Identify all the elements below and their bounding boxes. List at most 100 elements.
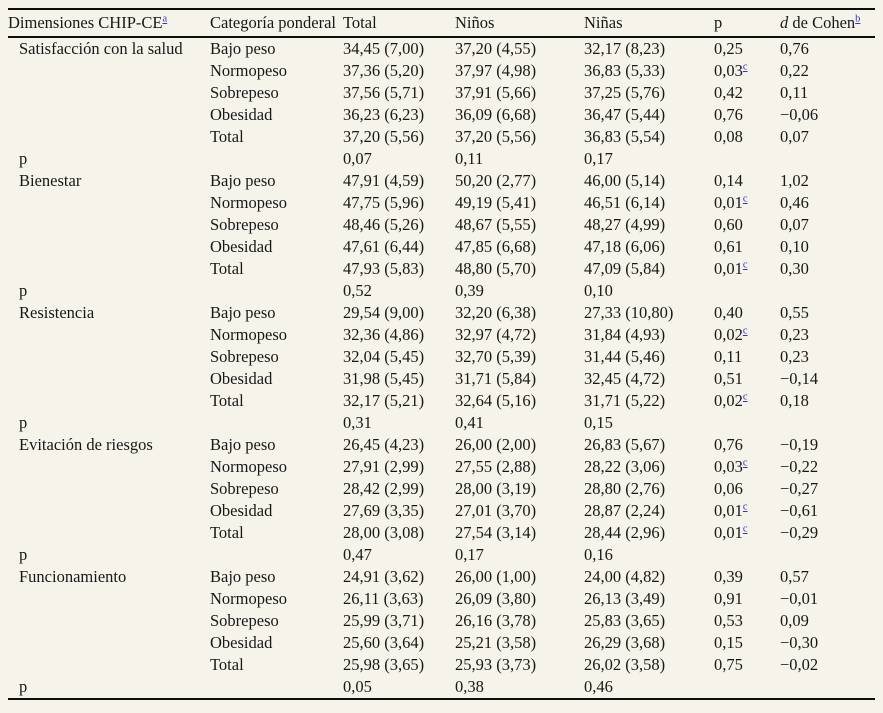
boys-mean-sd-cell: 26,00 (2,00) bbox=[455, 435, 537, 454]
chip-ce-results-table: Dimensiones CHIP-CEa Categoría ponderal To… bbox=[8, 8, 875, 700]
boys-mean-sd-cell: 32,20 (6,38) bbox=[455, 303, 537, 322]
dimension-label bbox=[8, 632, 210, 654]
boys-mean-sd-cell: 27,01 (3,70) bbox=[455, 501, 537, 520]
cohen-d-cell: −0,30 bbox=[780, 633, 819, 652]
table-row: Resistencia Bajo peso 29,54 (9,00) 32,20 (6… bbox=[8, 302, 875, 324]
footnote-link-c[interactable]: c bbox=[742, 457, 748, 469]
cohen-d-cell: 0,09 bbox=[780, 611, 809, 630]
p-value-cell bbox=[714, 676, 780, 699]
cohen-d-cell bbox=[780, 148, 875, 170]
girls-p-cell: 0,46 bbox=[584, 677, 613, 696]
cohen-d-cell: −0,19 bbox=[780, 435, 819, 454]
weight-category-cell: Bajo peso bbox=[210, 39, 276, 58]
p-row-label: p bbox=[19, 281, 28, 300]
total-p-cell: 0,07 bbox=[343, 149, 372, 168]
total-mean-sd-cell: 27,69 (3,35) bbox=[343, 501, 425, 520]
p-value-cell: 0,60 bbox=[714, 215, 743, 234]
footnote-link-c[interactable]: c bbox=[742, 501, 748, 513]
girls-p-cell: 0,10 bbox=[584, 281, 613, 300]
p-value-cell: 0,91 bbox=[714, 589, 743, 608]
cohen-d-cell: 0,07 bbox=[780, 215, 809, 234]
boys-mean-sd-cell: 48,80 (5,70) bbox=[455, 259, 537, 278]
cohen-d-cell: 0,76 bbox=[780, 39, 809, 58]
cohen-d-cell: 0,23 bbox=[780, 347, 809, 366]
girls-mean-sd-cell: 26,83 (5,67) bbox=[584, 435, 666, 454]
dimension-label bbox=[8, 456, 210, 478]
dimension-label bbox=[8, 478, 210, 500]
p-value-cell bbox=[714, 280, 780, 302]
p-value-cell: 0,02c bbox=[714, 325, 748, 344]
total-mean-sd-cell: 48,46 (5,26) bbox=[343, 215, 425, 234]
p-value-cell: 0,03c bbox=[714, 61, 748, 80]
weight-category-cell: Bajo peso bbox=[210, 435, 276, 454]
footnote-link-c[interactable]: c bbox=[742, 259, 748, 271]
footnote-link-c[interactable]: c bbox=[742, 325, 748, 337]
boys-p-cell: 0,11 bbox=[455, 149, 484, 168]
cohen-d-cell: 0,46 bbox=[780, 193, 809, 212]
table-row: Total 47,93 (5,83) 48,80 (5,70) 47,09 (5,84… bbox=[8, 258, 875, 280]
cohen-d-cell: 0,10 bbox=[780, 237, 809, 256]
weight-category-cell: Sobrepeso bbox=[210, 215, 279, 234]
girls-mean-sd-cell: 37,25 (5,76) bbox=[584, 83, 666, 102]
boys-p-cell: 0,39 bbox=[455, 281, 484, 300]
total-p-cell: 0,31 bbox=[343, 413, 372, 432]
cohen-d-cell: 0,18 bbox=[780, 391, 809, 410]
boys-mean-sd-cell: 49,19 (5,41) bbox=[455, 193, 537, 212]
boys-mean-sd-cell: 25,21 (3,58) bbox=[455, 633, 537, 652]
dimension-label: Satisfacción con la salud bbox=[19, 39, 183, 58]
weight-category-cell: Total bbox=[210, 127, 244, 146]
girls-mean-sd-cell: 28,22 (3,06) bbox=[584, 457, 666, 476]
cohen-d-cell: 0,22 bbox=[780, 61, 809, 80]
p-value-cell: 0,01c bbox=[714, 501, 748, 520]
footnote-link-c[interactable]: c bbox=[742, 523, 748, 535]
cohen-d-cell: −0,06 bbox=[780, 105, 819, 124]
total-mean-sd-cell: 28,00 (3,08) bbox=[343, 523, 425, 542]
section-p-row: p 0,52 0,39 0,10 bbox=[8, 280, 875, 302]
table-row: Funcionamiento Bajo peso 24,91 (3,62) 26,00… bbox=[8, 566, 875, 588]
footnote-link-c[interactable]: c bbox=[742, 391, 748, 403]
girls-mean-sd-cell: 36,83 (5,54) bbox=[584, 127, 666, 146]
p-value-cell: 0,39 bbox=[714, 567, 743, 586]
cohen-d-cell: 0,23 bbox=[780, 325, 809, 344]
table-row: Obesidad 31,98 (5,45) 31,71 (5,84) 32,45 (4… bbox=[8, 368, 875, 390]
weight-category-cell: Bajo peso bbox=[210, 303, 276, 322]
girls-mean-sd-cell: 47,18 (6,06) bbox=[584, 237, 666, 256]
dimension-label: Bienestar bbox=[19, 171, 82, 190]
boys-mean-sd-cell: 26,16 (3,78) bbox=[455, 611, 537, 630]
weight-category-cell: Bajo peso bbox=[210, 171, 276, 190]
total-mean-sd-cell: 47,93 (5,83) bbox=[343, 259, 425, 278]
p-row-label: p bbox=[19, 413, 28, 432]
header-row: Dimensiones CHIP-CEa Categoría ponderal To… bbox=[8, 9, 875, 38]
p-value-cell: 0,01c bbox=[714, 523, 748, 542]
column-header-boys: Niños bbox=[455, 9, 584, 38]
table-row: Obesidad 27,69 (3,35) 27,01 (3,70) 28,87 (2… bbox=[8, 500, 875, 522]
weight-category-cell: Obesidad bbox=[210, 105, 273, 124]
boys-mean-sd-cell: 26,09 (3,80) bbox=[455, 589, 537, 608]
footnote-link-c[interactable]: c bbox=[742, 61, 748, 73]
girls-mean-sd-cell: 28,87 (2,24) bbox=[584, 501, 666, 520]
cohen-d-symbol: d bbox=[780, 13, 789, 32]
girls-mean-sd-cell: 36,47 (5,44) bbox=[584, 105, 666, 124]
table-row: Total 32,17 (5,21) 32,64 (5,16) 31,71 (5,22… bbox=[8, 390, 875, 412]
p-value-cell: 0,61 bbox=[714, 237, 743, 256]
boys-mean-sd-cell: 36,09 (6,68) bbox=[455, 105, 537, 124]
footnote-link-c[interactable]: c bbox=[742, 193, 748, 205]
p-value-cell: 0,01c bbox=[714, 193, 748, 212]
total-mean-sd-cell: 37,36 (5,20) bbox=[343, 61, 425, 80]
footnote-link-a[interactable]: a bbox=[162, 13, 168, 25]
p-value-cell bbox=[714, 544, 780, 566]
total-mean-sd-cell: 29,54 (9,00) bbox=[343, 303, 425, 322]
table-row: Total 28,00 (3,08) 27,54 (3,14) 28,44 (2,96… bbox=[8, 522, 875, 544]
weight-category-cell: Total bbox=[210, 523, 244, 542]
cohen-d-cell: 0,57 bbox=[780, 567, 809, 586]
dimension-label bbox=[8, 104, 210, 126]
girls-mean-sd-cell: 26,13 (3,49) bbox=[584, 589, 666, 608]
boys-p-cell: 0,38 bbox=[455, 677, 484, 696]
footnote-link-b[interactable]: b bbox=[855, 13, 861, 25]
total-mean-sd-cell: 47,61 (6,44) bbox=[343, 237, 425, 256]
table-row: Normopeso 27,91 (2,99) 27,55 (2,88) 28,22 (… bbox=[8, 456, 875, 478]
table-row: Total 25,98 (3,65) 25,93 (3,73) 26,02 (3,58… bbox=[8, 654, 875, 676]
section-p-row: p 0,07 0,11 0,17 bbox=[8, 148, 875, 170]
boys-mean-sd-cell: 31,71 (5,84) bbox=[455, 369, 537, 388]
girls-mean-sd-cell: 24,00 (4,82) bbox=[584, 567, 666, 586]
